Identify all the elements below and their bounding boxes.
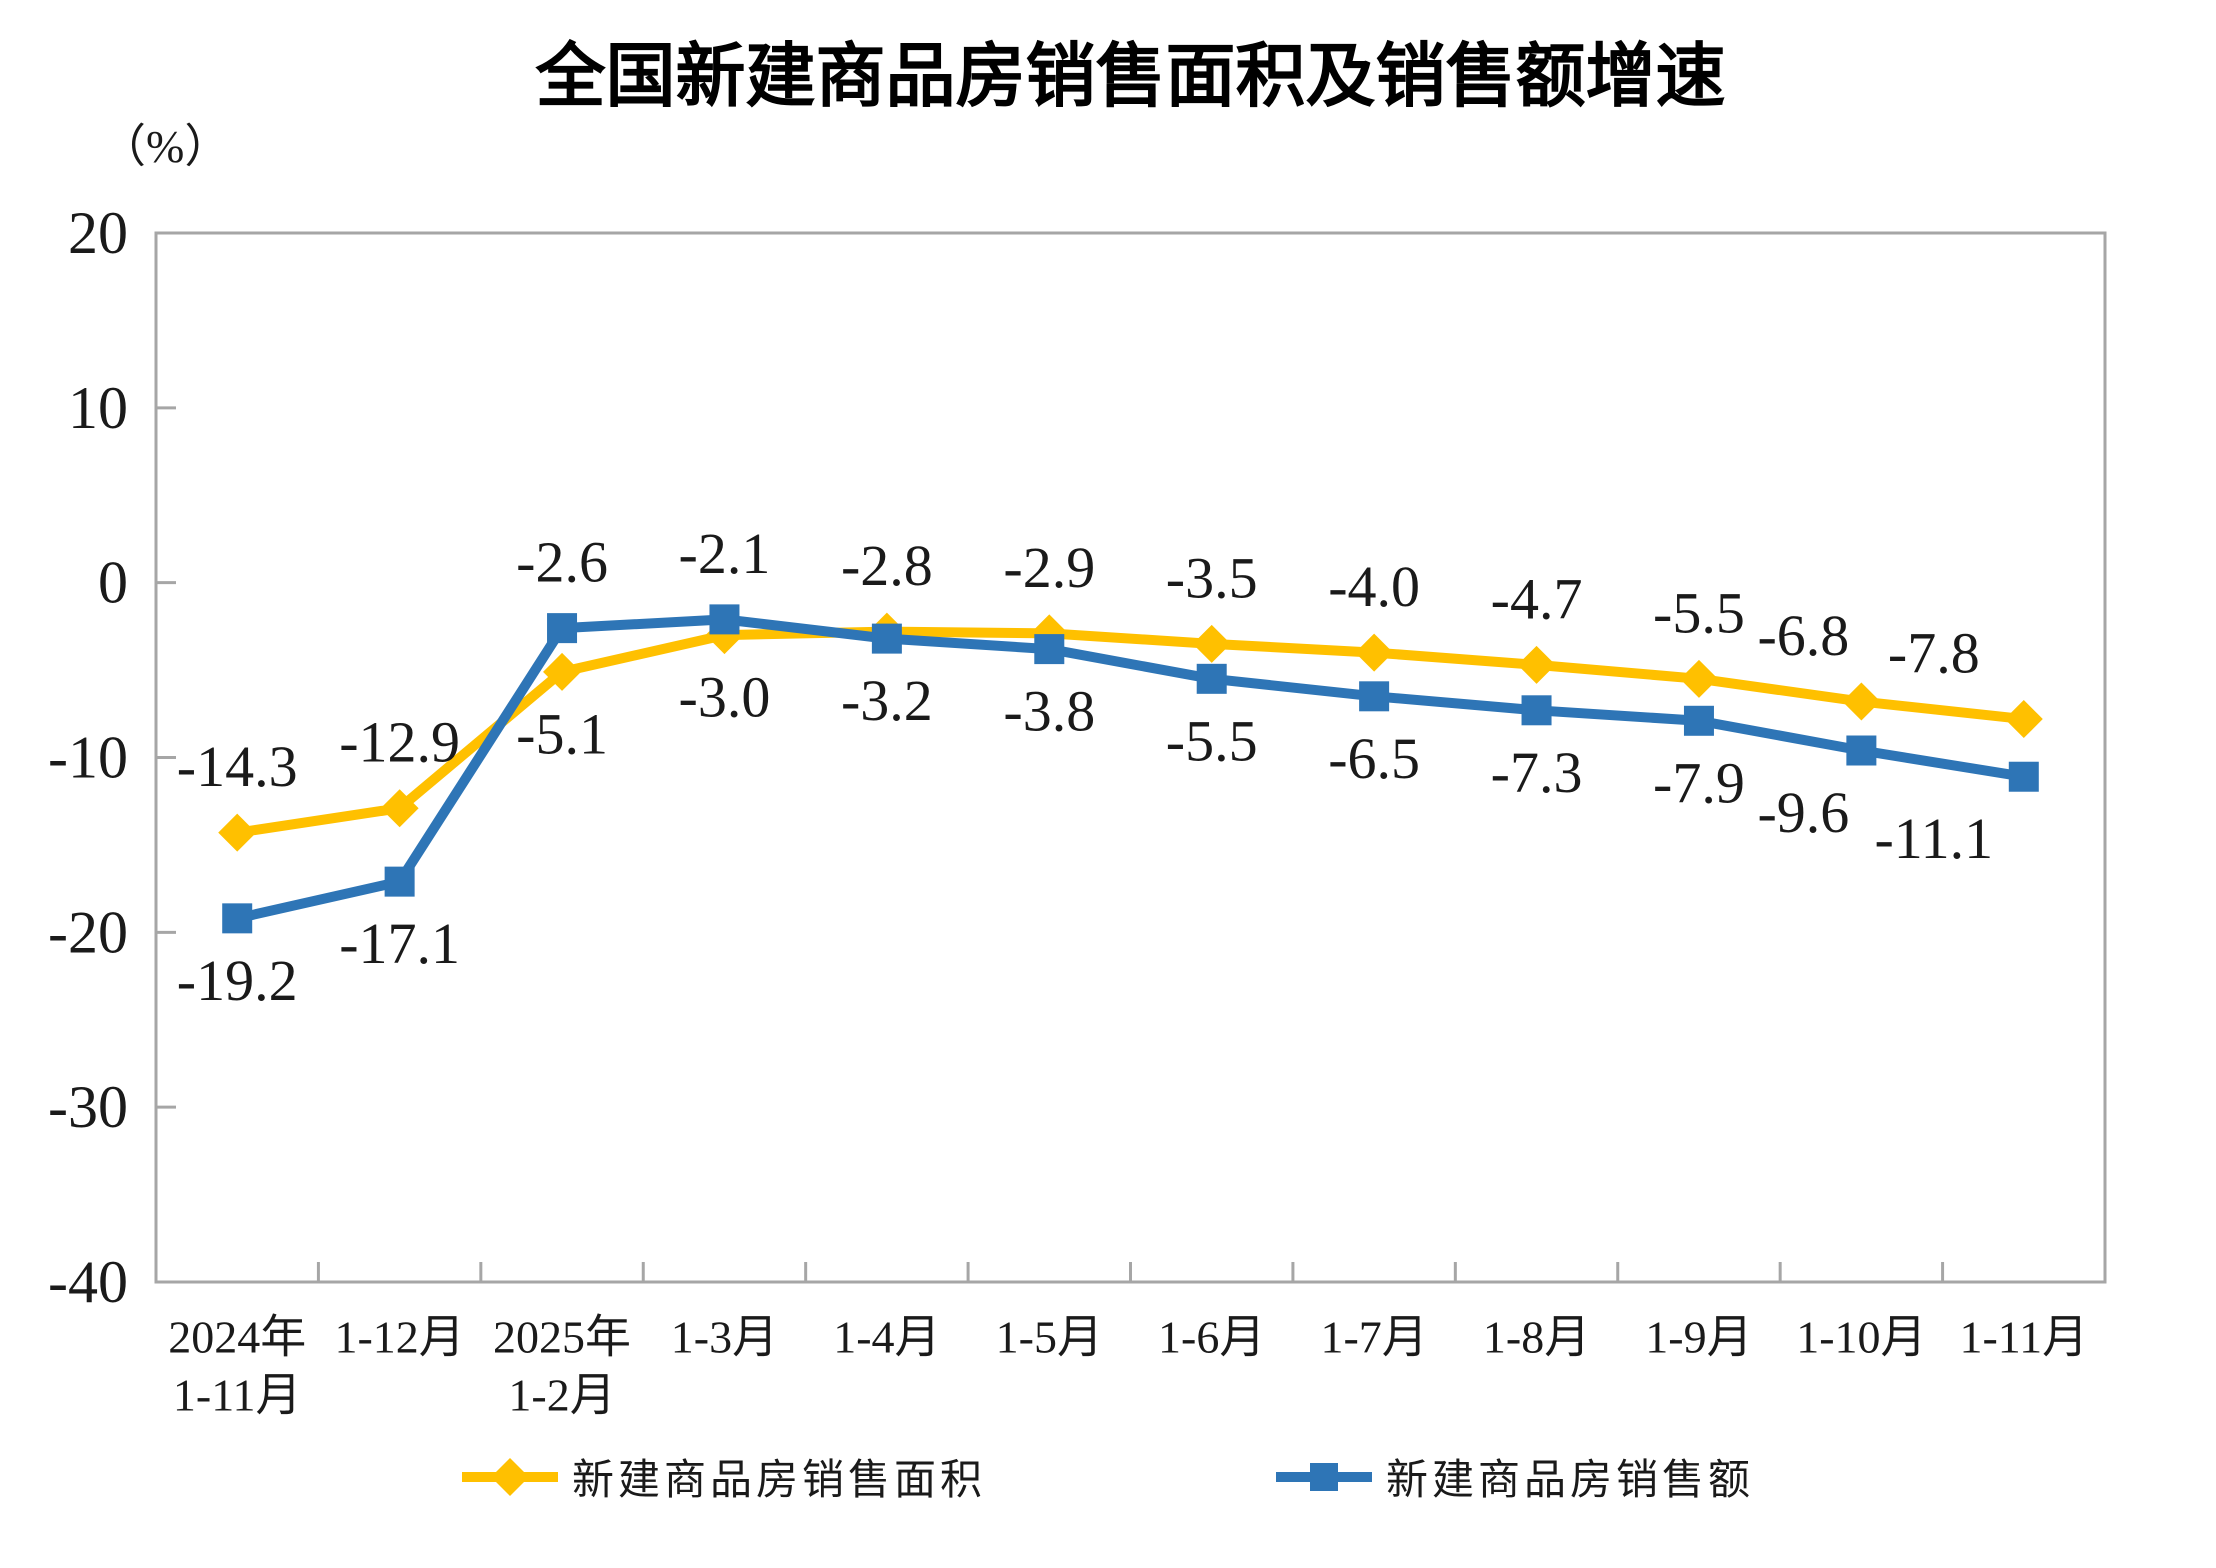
marker-diamond-icon <box>1355 633 1394 672</box>
data-label: -5.5 <box>1166 708 1258 773</box>
marker-square-icon <box>1846 735 1877 766</box>
y-axis-label: 20 <box>68 200 128 266</box>
chart-title: 全国新建商品房销售面积及销售额增速 <box>535 37 1726 115</box>
marker-diamond-icon <box>380 789 419 828</box>
x-axis-label: 1-9月 <box>1645 1312 1752 1363</box>
x-axis-label: 1-2月 <box>508 1370 615 1421</box>
data-label: -3.0 <box>679 665 771 730</box>
marker-square-icon <box>871 623 902 654</box>
x-axis-label: 1-10月 <box>1796 1312 1926 1363</box>
y-axis-label: 10 <box>68 375 128 441</box>
legend-marker-sales-amount-icon <box>1276 1462 1372 1491</box>
marker-diamond-icon <box>218 813 257 852</box>
legend-label-sales-area: 新建商品房销售面积 <box>571 1458 986 1504</box>
x-axis-label: 1-5月 <box>996 1312 1103 1363</box>
x-axis-label: 1-11月 <box>1959 1312 2088 1363</box>
legend-item-sales-area: 新建商品房销售面积 <box>461 1446 986 1507</box>
marker-square-icon <box>2008 761 2039 792</box>
data-label: -5.5 <box>1653 580 1745 645</box>
marker-diamond-icon <box>1679 659 1718 698</box>
marker-square-icon <box>1196 663 1227 694</box>
marker-square-icon <box>547 613 578 644</box>
data-label: -3.8 <box>1003 679 1095 744</box>
x-axis-label: 2024年 <box>168 1312 306 1363</box>
data-label: -7.3 <box>1491 740 1583 805</box>
marker-square-icon <box>384 866 415 897</box>
x-axis-label: 1-6月 <box>1158 1312 1265 1363</box>
marker-square-icon <box>1034 634 1065 665</box>
x-axis-label: 1-12月 <box>334 1312 464 1363</box>
series-line <box>232 614 2029 924</box>
data-label: -2.1 <box>679 521 771 586</box>
data-label: -7.8 <box>1888 621 1980 686</box>
x-axis-label: 1-8月 <box>1483 1312 1590 1363</box>
marker-square-icon <box>1359 681 1390 712</box>
marker-diamond-icon <box>2004 700 2043 739</box>
data-label: -2.9 <box>1003 535 1095 600</box>
data-label: -9.6 <box>1757 780 1849 845</box>
y-axis-label: -20 <box>48 899 128 965</box>
data-label: -11.1 <box>1874 806 1993 871</box>
x-axis-label: 1-7月 <box>1320 1312 1427 1363</box>
data-label: -14.3 <box>177 734 298 799</box>
x-axis-label: 1-11月 <box>173 1370 302 1421</box>
x-axis-label: 1-4月 <box>833 1312 940 1363</box>
y-axis-label: 0 <box>98 550 128 616</box>
data-label: -2.8 <box>841 533 933 598</box>
legend-marker-sales-area-icon <box>461 1457 558 1496</box>
data-label: -12.9 <box>339 710 460 775</box>
marker-square-icon <box>1521 695 1552 726</box>
data-label: -7.9 <box>1653 750 1745 815</box>
marker-diamond-icon <box>1192 624 1231 663</box>
series-sales-area <box>218 612 2043 852</box>
data-label: -4.0 <box>1328 554 1420 619</box>
data-label: -19.2 <box>177 948 298 1013</box>
data-label: -17.1 <box>339 911 460 976</box>
y-axis-label: -30 <box>48 1074 128 1140</box>
data-label: -2.6 <box>516 530 608 595</box>
data-label: -3.5 <box>1166 545 1258 610</box>
legend-item-sales-amount: 新建商品房销售额 <box>1276 1446 1754 1507</box>
data-label: -5.1 <box>516 701 608 766</box>
marker-diamond-icon <box>1842 682 1881 721</box>
x-axis-label: 2025年 <box>493 1312 631 1363</box>
legend: 新建商品房销售面积 新建商品房销售额 <box>0 1446 2216 1507</box>
data-label: -6.5 <box>1328 726 1420 791</box>
series-line <box>232 626 2029 838</box>
series-sales-amount <box>222 604 2039 934</box>
marker-diamond-icon <box>1517 645 1556 684</box>
data-label: -4.7 <box>1491 566 1583 631</box>
marker-square-icon <box>1683 705 1714 736</box>
y-axis-unit-label: （%） <box>100 121 231 172</box>
y-axis-label: -40 <box>48 1249 128 1315</box>
marker-square-icon <box>709 604 740 635</box>
marker-diamond-icon <box>543 652 582 691</box>
legend-label-sales-amount: 新建商品房销售额 <box>1386 1458 1755 1504</box>
data-label: -6.8 <box>1757 603 1849 668</box>
y-axis-label: -10 <box>48 725 128 791</box>
data-label: -3.2 <box>841 668 933 733</box>
marker-square-icon <box>222 903 253 934</box>
x-axis-label: 1-3月 <box>671 1312 778 1363</box>
